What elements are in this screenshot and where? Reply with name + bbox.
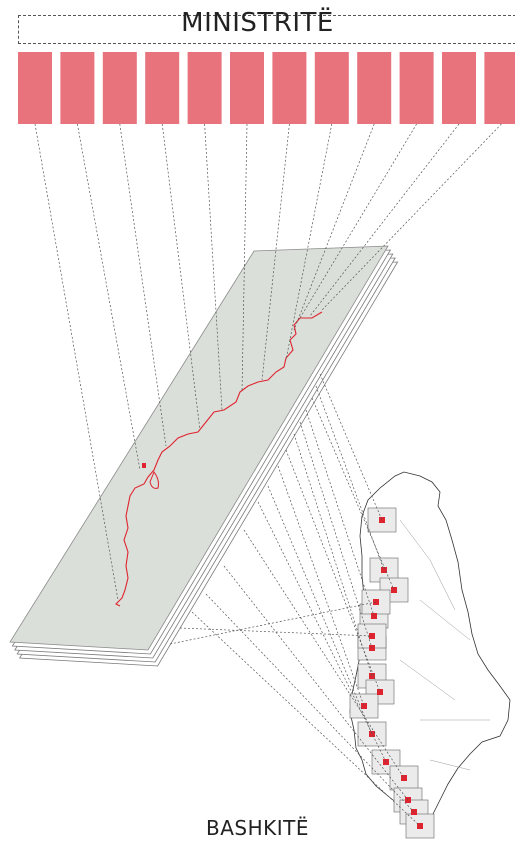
municipality-link	[315, 385, 385, 571]
ministry-box	[484, 52, 515, 124]
ministry-link	[261, 123, 290, 381]
municipality-marker	[361, 703, 367, 709]
ministry-box	[442, 52, 476, 124]
municipality-link	[299, 421, 373, 649]
ministry-link	[34, 123, 119, 601]
municipality-link	[319, 373, 383, 521]
ministry-link	[119, 123, 167, 447]
ministry-box	[272, 52, 307, 124]
municipalities-title: BASHKITË	[205, 816, 309, 840]
municipality-link	[257, 501, 387, 763]
municipality-link	[285, 449, 381, 693]
coastline-trace	[115, 311, 323, 607]
ministries-title: MINISTRITË	[181, 8, 334, 38]
ministry-row	[18, 52, 515, 124]
ministry-box	[145, 52, 180, 124]
municipality-link	[223, 565, 409, 801]
municipality-marker	[401, 775, 407, 781]
ministry-link	[293, 123, 375, 331]
municipality-links	[169, 373, 421, 827]
ministry-box	[187, 52, 222, 124]
municipality-marker	[373, 599, 379, 605]
coastline-bay	[149, 470, 159, 489]
ministry-box	[230, 52, 264, 124]
municipality-link	[191, 611, 421, 827]
municipality-link	[179, 627, 373, 637]
ministry-box	[357, 52, 392, 124]
ministry-link	[241, 123, 248, 393]
ministry-box	[60, 52, 95, 124]
municipality-marker	[379, 517, 385, 523]
ministry-link	[77, 123, 141, 471]
plane-top	[9, 245, 389, 651]
municipality-link	[267, 485, 373, 735]
plane-stack	[9, 245, 399, 667]
ministry-link	[285, 123, 333, 361]
municipality-link	[277, 465, 365, 707]
municipality-marker	[377, 689, 383, 695]
municipality-link	[243, 529, 405, 779]
municipality-link	[305, 409, 375, 617]
ministry-box	[399, 52, 434, 124]
ministry-box	[102, 52, 137, 124]
municipality-link	[293, 433, 373, 677]
internal-borders	[399, 519, 490, 771]
ministry-link	[309, 123, 460, 317]
ministry-link	[299, 123, 417, 319]
ministry-link	[321, 123, 502, 311]
ministry-box	[18, 52, 52, 124]
ministries-title-frame	[18, 15, 515, 44]
coastline-island	[142, 463, 146, 468]
ministry-link	[161, 123, 201, 431]
municipality-region	[389, 765, 419, 791]
ministry-box	[314, 52, 349, 124]
municipality-link	[311, 397, 395, 591]
municipality-marker	[369, 673, 375, 679]
municipality-link	[169, 601, 377, 645]
ministry-links	[34, 123, 502, 601]
